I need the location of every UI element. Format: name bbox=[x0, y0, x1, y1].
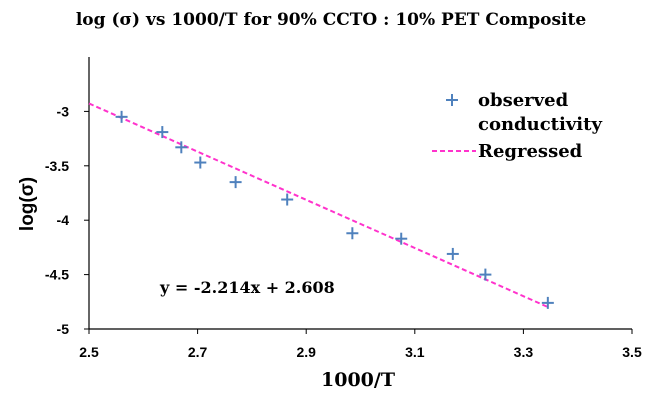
y-tick-label: -5 bbox=[57, 321, 70, 337]
y-tick-label: -4 bbox=[57, 212, 70, 228]
legend-label-observed-line2: conductivity bbox=[478, 114, 602, 135]
y-axis-label: log(σ) bbox=[17, 177, 38, 231]
x-tick-label: 3.5 bbox=[622, 344, 642, 360]
data-point-observed bbox=[395, 232, 408, 245]
y-tick-label: -4.5 bbox=[45, 267, 69, 283]
data-point-observed bbox=[446, 247, 459, 260]
legend: observed conductivity Regressed bbox=[432, 90, 602, 162]
data-point-observed bbox=[115, 110, 128, 123]
x-tick-label: 2.7 bbox=[188, 344, 208, 360]
data-point-observed bbox=[479, 268, 492, 281]
data-point-observed bbox=[156, 126, 169, 139]
legend-label-regressed: Regressed bbox=[478, 141, 583, 162]
data-point-observed bbox=[194, 156, 207, 169]
data-point-observed bbox=[229, 176, 242, 189]
y-tick-label: -3 bbox=[57, 103, 70, 119]
y-ticks: -3 -3.5 -4 -4.5 -5 bbox=[45, 103, 89, 337]
plot-area: 2.5 2.7 2.9 3.1 3.3 3.5 -3 -3.5 -4 -4.5 -5 bbox=[45, 57, 642, 360]
x-tick-label: 2.5 bbox=[79, 344, 99, 360]
data-point-observed bbox=[175, 141, 188, 154]
x-axis-label: 1000/T bbox=[321, 369, 395, 391]
data-point-observed bbox=[541, 296, 554, 309]
chart-title: log (σ) vs 1000/T for 90% CCTO : 10% PET… bbox=[76, 10, 586, 30]
x-tick-label: 2.9 bbox=[296, 344, 316, 360]
series-layer bbox=[88, 102, 554, 309]
regression-line bbox=[88, 102, 549, 308]
regression-equation: y = -2.214x + 2.608 bbox=[159, 278, 335, 297]
legend-marker-observed bbox=[446, 94, 458, 106]
data-point-observed bbox=[281, 193, 294, 206]
x-tick-label: 3.3 bbox=[514, 344, 534, 360]
x-tick-label: 3.1 bbox=[405, 344, 425, 360]
x-ticks: 2.5 2.7 2.9 3.1 3.3 3.5 bbox=[79, 329, 642, 360]
data-point-observed bbox=[346, 227, 359, 240]
legend-label-observed-line1: observed bbox=[478, 90, 569, 111]
legend-plus-marker bbox=[446, 94, 458, 106]
y-tick-label: -3.5 bbox=[45, 158, 69, 174]
